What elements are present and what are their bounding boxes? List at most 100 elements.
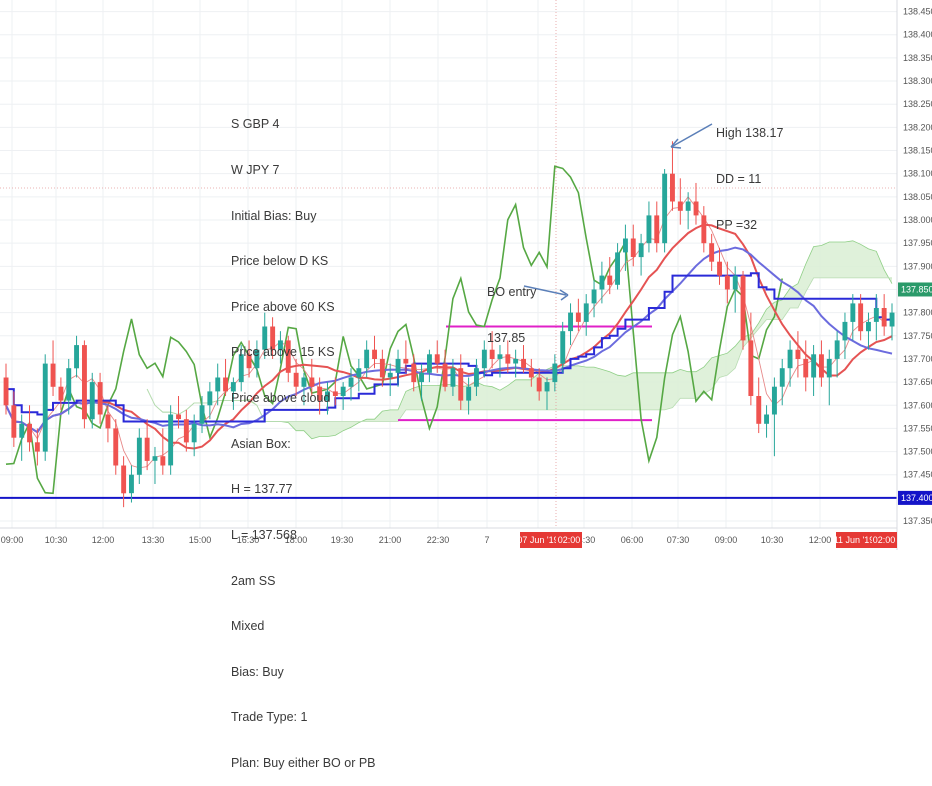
candle-body bbox=[58, 386, 64, 401]
candle-body bbox=[364, 349, 370, 369]
y-tick-label: 137.450 bbox=[903, 470, 932, 480]
candle-body bbox=[309, 377, 315, 387]
candle-body bbox=[42, 363, 48, 452]
chikou-span-line bbox=[5, 165, 783, 495]
candle-body bbox=[779, 368, 785, 387]
y-tick-label: 137.750 bbox=[903, 331, 932, 341]
candle-body bbox=[168, 414, 174, 466]
candle-body bbox=[356, 368, 362, 378]
y-tick-label: 137.600 bbox=[903, 400, 932, 410]
x-tick-label: 09:00 bbox=[715, 535, 738, 545]
support-badge-label: 137.400 bbox=[901, 493, 932, 503]
candle-body bbox=[301, 377, 307, 387]
y-tick-label: 137.800 bbox=[903, 308, 932, 318]
candle-body bbox=[662, 173, 668, 244]
candle-body bbox=[183, 419, 189, 443]
note-line: Bias: Buy bbox=[231, 664, 284, 679]
note-line: Mixed bbox=[231, 619, 265, 634]
high-arrow-line bbox=[672, 123, 713, 147]
note-line: Trade Type: 1 bbox=[231, 710, 308, 725]
candle-body bbox=[764, 414, 769, 424]
x-tick-label: 22:30 bbox=[427, 535, 450, 545]
candle-body bbox=[787, 349, 793, 369]
high-note-line: High 138.17 bbox=[716, 126, 784, 141]
y-tick-label: 137.700 bbox=[903, 354, 932, 364]
candle-body bbox=[442, 363, 448, 387]
session-date-badge bbox=[520, 532, 556, 548]
candle-body bbox=[207, 391, 213, 406]
candle-body bbox=[215, 377, 221, 392]
candle-body bbox=[646, 215, 652, 244]
high-arrowhead bbox=[670, 138, 682, 149]
candle-body bbox=[97, 382, 103, 415]
candle-body bbox=[858, 303, 864, 332]
candle-body bbox=[481, 349, 487, 369]
candle-body bbox=[528, 368, 534, 378]
y-tick-label: 137.350 bbox=[903, 516, 932, 526]
candle-body bbox=[223, 377, 228, 392]
candle-body bbox=[795, 349, 801, 359]
session-time-badge bbox=[872, 532, 897, 548]
candle-body bbox=[403, 358, 409, 364]
candle-body bbox=[842, 321, 848, 341]
candle-body bbox=[489, 349, 495, 359]
candle-body bbox=[332, 391, 338, 396]
candle-body bbox=[144, 437, 150, 461]
candle-body bbox=[387, 372, 393, 378]
candle-body bbox=[66, 368, 72, 401]
candle-body bbox=[497, 354, 503, 359]
candle-body bbox=[536, 377, 542, 392]
candle-body bbox=[199, 405, 205, 424]
y-tick-label: 138.250 bbox=[903, 99, 932, 109]
high-note: High 138.17 DD = 11 PP =32 bbox=[716, 96, 783, 248]
candle-body bbox=[607, 275, 613, 285]
y-tick-label: 138.300 bbox=[903, 76, 932, 86]
candle-body bbox=[285, 340, 291, 373]
candle-body bbox=[254, 349, 260, 369]
candle-body bbox=[325, 391, 330, 401]
y-tick-label: 138.150 bbox=[903, 146, 932, 156]
candle-body bbox=[160, 456, 166, 466]
y-tick-label: 138.400 bbox=[903, 30, 932, 40]
x-tick-label: 10:30 bbox=[761, 535, 784, 545]
candle-body bbox=[772, 386, 777, 415]
note-line: L = 137.568 bbox=[231, 527, 297, 542]
x-tick-label: 21:00 bbox=[379, 535, 402, 545]
candle-body bbox=[230, 382, 236, 392]
note-line: Price above cloud bbox=[231, 391, 331, 406]
cloud-area bbox=[147, 240, 893, 439]
candle-body bbox=[724, 275, 730, 290]
candle-body bbox=[278, 340, 283, 350]
candle-body bbox=[693, 201, 699, 216]
note-line: S GBP 4 bbox=[231, 117, 280, 132]
tenkan-line bbox=[5, 223, 893, 450]
bo-entry-note: BO entry 137.85 bbox=[487, 255, 536, 361]
x-tick-label: 18:00 bbox=[285, 535, 308, 545]
candle-body bbox=[552, 363, 558, 383]
candle-body bbox=[113, 428, 119, 466]
high-note-line: PP =32 bbox=[716, 217, 758, 232]
note-line: 2am SS bbox=[231, 573, 276, 588]
candle-body bbox=[152, 456, 158, 461]
candle-body bbox=[419, 372, 424, 383]
candles bbox=[3, 141, 895, 508]
candle-body bbox=[826, 358, 832, 378]
candle-body bbox=[121, 465, 127, 494]
session-time-label: 02:00 bbox=[558, 535, 581, 545]
x-tick-label: 13:30 bbox=[142, 535, 165, 545]
candle-body bbox=[50, 363, 56, 387]
x-tick-label: 7 bbox=[484, 535, 489, 545]
session-time-label: 02:00 bbox=[873, 535, 896, 545]
support-badge bbox=[898, 490, 932, 505]
candle-body bbox=[458, 368, 464, 401]
candle-body bbox=[505, 354, 511, 364]
candle-body bbox=[811, 354, 817, 378]
note-line: H = 137.77 bbox=[231, 482, 293, 497]
y-tick-label: 138.350 bbox=[903, 53, 932, 63]
candle-body bbox=[238, 354, 244, 383]
candle-body bbox=[270, 326, 276, 350]
candle-body bbox=[670, 173, 675, 202]
y-tick-label: 138.100 bbox=[903, 169, 932, 179]
candle-body bbox=[191, 423, 197, 443]
candle-body bbox=[583, 303, 589, 322]
